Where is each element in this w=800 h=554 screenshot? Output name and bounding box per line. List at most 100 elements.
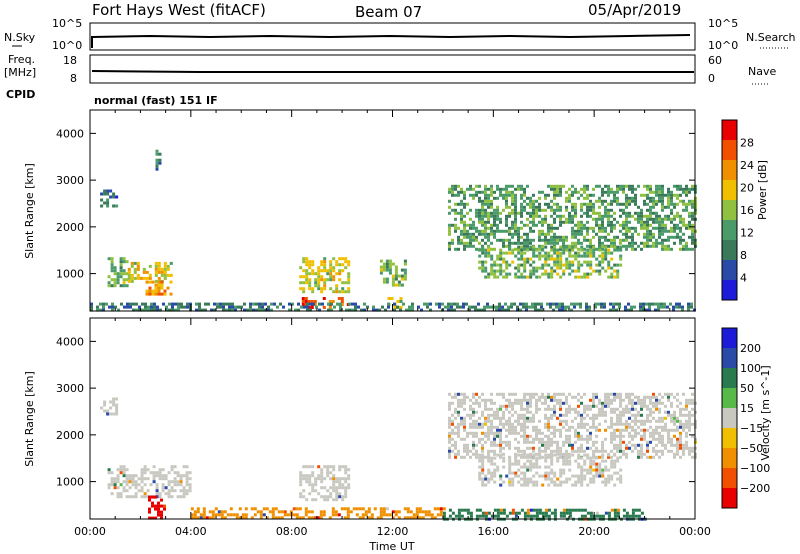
echo-cell bbox=[523, 193, 526, 197]
echo-cell bbox=[193, 513, 197, 517]
echo-cell bbox=[580, 456, 584, 460]
echo-cell bbox=[435, 302, 438, 306]
echo-cell bbox=[529, 465, 533, 469]
echo-cell bbox=[532, 220, 535, 224]
echo-cell bbox=[583, 462, 587, 466]
echo-cell bbox=[451, 449, 454, 453]
echo-cell bbox=[628, 241, 631, 245]
echo-cell bbox=[487, 459, 491, 463]
echo-cell bbox=[400, 268, 404, 272]
echo-cell bbox=[493, 235, 496, 239]
echo-cell bbox=[664, 392, 667, 396]
velocity-echo-cells bbox=[100, 392, 697, 521]
echo-cell bbox=[163, 261, 167, 265]
echo-cell bbox=[598, 398, 601, 402]
echo-cell bbox=[613, 223, 616, 227]
echo-cell bbox=[532, 202, 535, 206]
echo-cell bbox=[565, 440, 568, 444]
echo-cell bbox=[326, 471, 330, 475]
echo-cell bbox=[664, 229, 667, 233]
echo-cell bbox=[152, 480, 156, 484]
echo-cell bbox=[270, 302, 273, 306]
echo-cell bbox=[484, 266, 488, 270]
echo-cell bbox=[448, 223, 451, 227]
echo-cell bbox=[586, 229, 589, 233]
echo-cell bbox=[433, 507, 437, 511]
echo-cell bbox=[496, 214, 499, 218]
echo-cell bbox=[472, 238, 475, 242]
echo-cell bbox=[634, 514, 638, 518]
echo-cell bbox=[310, 306, 314, 309]
echo-cell bbox=[493, 434, 496, 438]
echo-cell bbox=[649, 217, 652, 221]
echo-cell bbox=[637, 232, 640, 236]
echo-cell bbox=[619, 449, 622, 453]
echo-cell bbox=[148, 292, 152, 296]
echo-cell bbox=[478, 422, 481, 426]
echo-cell bbox=[114, 305, 117, 309]
echo-cell bbox=[598, 413, 601, 417]
echo-cell bbox=[122, 272, 126, 276]
echo-cell bbox=[318, 302, 321, 306]
echo-cell bbox=[478, 211, 481, 215]
echo-cell bbox=[158, 152, 162, 156]
echo-cell bbox=[148, 264, 152, 268]
echo-cell bbox=[155, 471, 159, 475]
echo-cell bbox=[508, 480, 512, 484]
echo-cell bbox=[637, 508, 641, 512]
echo-cell bbox=[490, 226, 493, 230]
echo-cell bbox=[649, 244, 652, 248]
echo-cell bbox=[574, 416, 577, 420]
echo-cell bbox=[526, 211, 529, 215]
echo-cell bbox=[583, 202, 586, 206]
echo-cell bbox=[601, 190, 604, 194]
echo-cell bbox=[249, 305, 252, 309]
echo-cell bbox=[311, 269, 315, 273]
echo-cell bbox=[619, 416, 622, 420]
echo-cell bbox=[140, 468, 144, 472]
echo-cell bbox=[691, 187, 694, 191]
echo-cell bbox=[595, 511, 599, 515]
echo-cell bbox=[283, 513, 287, 517]
echo-cell bbox=[499, 431, 502, 435]
echo-cell bbox=[676, 235, 679, 239]
echo-cell bbox=[538, 407, 541, 411]
echo-cell bbox=[472, 452, 475, 456]
echo-cell bbox=[134, 474, 138, 478]
echo-cell bbox=[664, 244, 667, 248]
echo-cell bbox=[676, 392, 679, 396]
echo-cell bbox=[514, 193, 517, 197]
echo-cell bbox=[469, 511, 473, 515]
echo-cell bbox=[252, 308, 255, 312]
echo-cell bbox=[529, 238, 532, 242]
echo-cell bbox=[156, 308, 159, 312]
echo-cell bbox=[571, 419, 574, 423]
echo-cell bbox=[643, 404, 646, 408]
echo-cell bbox=[363, 308, 366, 312]
echo-cell bbox=[117, 308, 120, 312]
echo-cell bbox=[403, 268, 407, 272]
echo-cell bbox=[481, 462, 485, 466]
echo-cell bbox=[675, 302, 678, 306]
echo-cell bbox=[472, 419, 475, 423]
echo-cell bbox=[553, 187, 556, 191]
echo-cell bbox=[529, 440, 532, 444]
echo-cell bbox=[535, 465, 539, 469]
echo-cell bbox=[565, 395, 568, 399]
echo-cell bbox=[679, 443, 682, 447]
echo-cell bbox=[529, 453, 533, 457]
echo-cell bbox=[559, 471, 563, 475]
echo-cell bbox=[140, 480, 144, 484]
echo-cell bbox=[484, 269, 488, 273]
echo-cell bbox=[483, 308, 486, 312]
echo-cell bbox=[649, 229, 652, 233]
echo-cell bbox=[144, 308, 147, 312]
echo-cell bbox=[454, 392, 457, 396]
echo-cell bbox=[562, 480, 566, 484]
echo-cell bbox=[157, 286, 161, 290]
echo-cell bbox=[179, 483, 183, 487]
echo-cell bbox=[655, 211, 658, 215]
echo-cell bbox=[412, 513, 416, 517]
echo-cell bbox=[496, 184, 499, 188]
echo-cell bbox=[604, 511, 608, 515]
